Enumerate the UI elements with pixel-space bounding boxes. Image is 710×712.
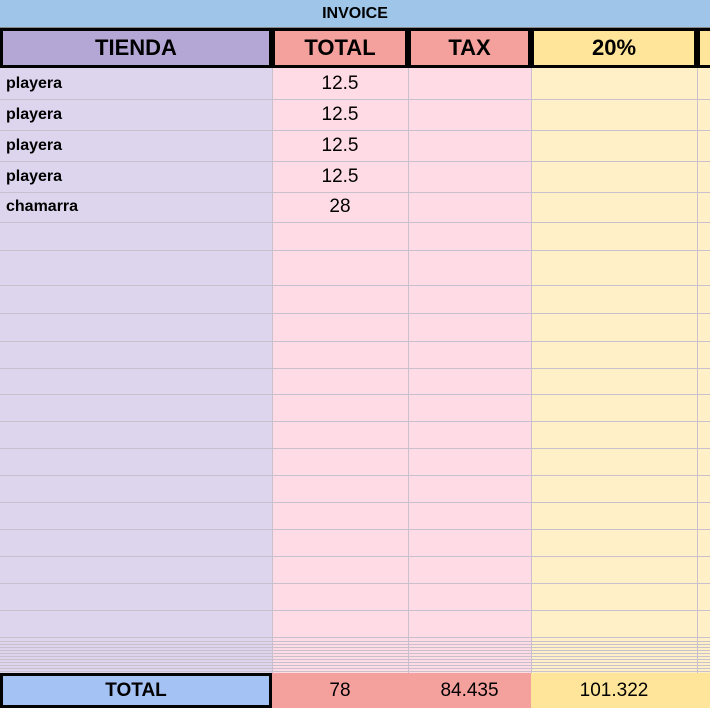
cell-number[interactable]: 12.5 (321, 165, 359, 187)
grid-line (697, 68, 698, 673)
cell-item[interactable]: chamarra (6, 198, 79, 215)
grid-line (0, 656, 710, 657)
grid-line (0, 250, 710, 251)
grid-line (0, 662, 710, 663)
grid-line (0, 644, 710, 645)
grid-line (0, 222, 710, 223)
cell-item[interactable]: playera (6, 167, 63, 185)
column-bg (0, 68, 272, 673)
total-value[interactable]: 78 (272, 673, 408, 708)
grid-line (0, 285, 710, 286)
grid-line (0, 448, 710, 449)
column-header[interactable]: TOTAL (272, 28, 408, 68)
header-edge (697, 28, 710, 68)
grid-line (531, 68, 532, 673)
cell-item[interactable]: playera (6, 74, 63, 92)
cell-item[interactable]: playera (6, 105, 63, 123)
grid-line (0, 99, 710, 100)
column-bg (697, 68, 710, 673)
total-value[interactable]: 101.322 (531, 673, 697, 708)
grid-line (0, 394, 710, 395)
grid-line (0, 130, 710, 131)
column-header[interactable]: TIENDA (0, 28, 272, 68)
cell-number[interactable]: 12.5 (321, 103, 359, 125)
grid-line (0, 313, 710, 314)
grid-line (0, 583, 710, 584)
cell-number[interactable]: 28 (329, 196, 351, 217)
column-bg (408, 68, 531, 673)
grid-line (0, 641, 710, 642)
grid-line (0, 668, 710, 669)
cell-number[interactable]: 12.5 (321, 134, 359, 156)
grid-line (0, 647, 710, 648)
total-label[interactable]: TOTAL (0, 673, 272, 708)
grid-line (0, 665, 710, 666)
cell-number[interactable]: 12.5 (321, 72, 359, 94)
grid-line (0, 421, 710, 422)
column-header[interactable]: 20% (531, 28, 697, 68)
grid-line (0, 475, 710, 476)
cell-item[interactable]: playera (6, 136, 63, 154)
banner: INVOICE (0, 0, 710, 28)
grid-line (0, 610, 710, 611)
column-header[interactable]: TAX (408, 28, 531, 68)
grid-line (0, 650, 710, 651)
total-value[interactable]: 84.435 (408, 673, 531, 708)
total-edge (697, 673, 710, 708)
grid-line (272, 68, 273, 673)
grid-line (0, 161, 710, 162)
grid-line (0, 529, 710, 530)
grid-line (0, 637, 710, 638)
grid-line (0, 659, 710, 660)
grid-line (0, 368, 710, 369)
grid-line (408, 68, 409, 673)
grid-line (0, 192, 710, 193)
grid-line (0, 671, 710, 672)
column-bg (272, 68, 408, 673)
grid-line (0, 502, 710, 503)
grid-line (0, 653, 710, 654)
column-bg (531, 68, 697, 673)
grid-line (0, 556, 710, 557)
grid-line (0, 341, 710, 342)
